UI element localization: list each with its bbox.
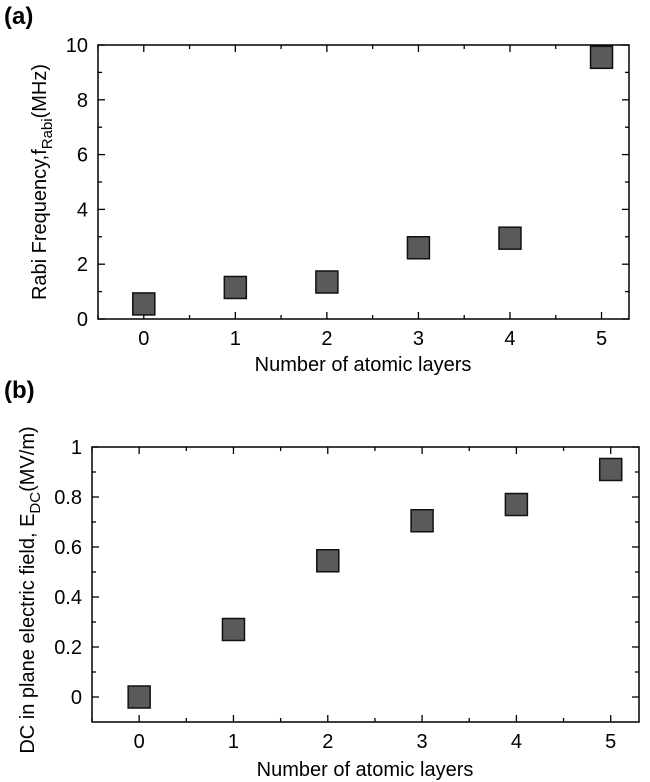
y-tick-label: 0.6 xyxy=(54,537,82,559)
data-point xyxy=(504,492,529,517)
x-tick-label: 1 xyxy=(230,328,241,350)
y-axis-title-a-suffix: (MHz) xyxy=(29,64,51,118)
x-tick-label: 3 xyxy=(417,731,428,753)
chart-panel-a: (a) 0 1 2 3 4 5 0 2 4 6 8 10 Number of atomic layer… xyxy=(4,3,630,376)
data-point xyxy=(316,549,340,573)
data-point xyxy=(406,236,431,260)
data-point xyxy=(127,685,151,709)
y-tick-label: 0.8 xyxy=(54,487,82,509)
x-axis-title-b: Number of atomic layers xyxy=(257,759,474,781)
panel-label-a: (a) xyxy=(4,3,33,30)
x-tick-label: 0 xyxy=(138,328,149,350)
y-tick-label: 0 xyxy=(71,687,82,709)
y-tick-label: 0 xyxy=(77,309,88,331)
plot-a-ticks: 0 1 2 3 4 5 0 2 4 6 8 10 xyxy=(66,35,629,350)
x-tick-label: 3 xyxy=(413,328,424,350)
y-tick-label: 6 xyxy=(77,145,88,167)
y-tick-label: 8 xyxy=(77,90,88,112)
y-axis-title-a-sub: Rabi xyxy=(39,118,56,149)
y-tick-label: 4 xyxy=(77,199,88,221)
data-point xyxy=(315,270,339,294)
y-axis-title-b: DC in plane electric field, EDC(MV/m) xyxy=(17,426,44,753)
x-tick-label: 4 xyxy=(504,328,515,350)
data-point xyxy=(598,457,623,482)
x-tick-label: 5 xyxy=(605,731,616,753)
x-axis-title-a: Number of atomic layers xyxy=(255,354,472,376)
x-tick-label: 5 xyxy=(596,328,607,350)
plot-a-frame xyxy=(97,44,630,320)
data-point xyxy=(410,509,434,533)
y-tick-label: 1 xyxy=(71,437,82,459)
chart-panel-b: (b) 0 1 2 3 4 5 0 0.2 0.4 0.6 0.8 1 Number of atomi… xyxy=(4,377,640,781)
y-axis-title-a-main: Rabi Frequency,f xyxy=(29,149,51,300)
y-axis-title-a: Rabi Frequency,fRabi(MHz) xyxy=(29,64,56,300)
y-tick-label: 0.2 xyxy=(54,637,82,659)
panel-label-b: (b) xyxy=(4,377,35,404)
y-tick-label: 10 xyxy=(66,35,88,57)
y-tick-label: 2 xyxy=(77,254,88,276)
y-axis-title-b-suffix: (MV/m) xyxy=(17,426,39,492)
y-axis-title-b-sub: DC xyxy=(27,492,44,514)
plot-b-markers xyxy=(127,457,623,709)
plot-b-frame xyxy=(91,446,640,723)
x-tick-label: 1 xyxy=(228,731,239,753)
y-tick-label: 0.4 xyxy=(54,587,82,609)
data-point xyxy=(498,226,522,250)
x-tick-label: 4 xyxy=(511,731,522,753)
y-axis-title-b-main: DC in plane electric field, E xyxy=(17,514,39,754)
x-tick-label: 2 xyxy=(322,731,333,753)
x-tick-label: 0 xyxy=(134,731,145,753)
data-point xyxy=(589,45,614,70)
plot-a-markers xyxy=(132,45,614,316)
data-point xyxy=(132,292,156,316)
data-point xyxy=(221,617,246,642)
data-point xyxy=(223,275,248,300)
plot-b-ticks: 0 1 2 3 4 5 0 0.2 0.4 0.6 0.8 1 xyxy=(54,437,639,753)
x-tick-label: 2 xyxy=(321,328,332,350)
